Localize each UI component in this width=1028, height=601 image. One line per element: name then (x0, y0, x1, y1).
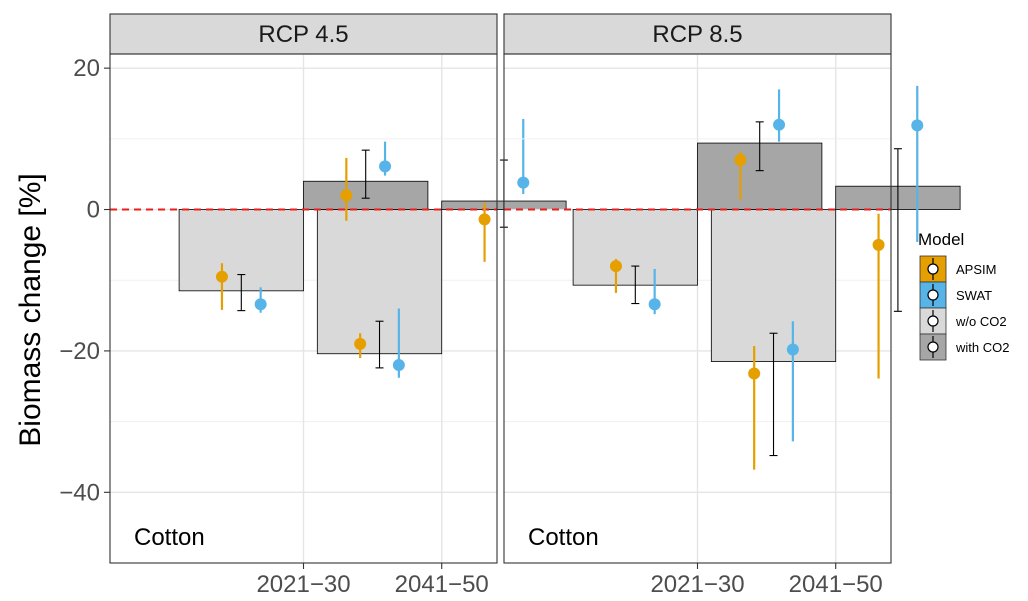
y-tick-label: −40 (59, 479, 100, 506)
strip-background-rcp85 (503, 13, 892, 55)
legend-label: SWAT (956, 288, 992, 303)
point-apsim (478, 213, 491, 226)
x-tick-label: 2041−50 (789, 571, 883, 598)
point-swat (648, 298, 661, 311)
legend-title: Model (918, 230, 964, 249)
point-swat (392, 359, 405, 372)
plot-area-rcp45 (110, 54, 567, 564)
point-swat (773, 118, 786, 131)
crop-label-rcp45: Cotton (134, 524, 205, 551)
legend: Model APSIM SWAT w/o CO2 with CO2 (918, 230, 1009, 361)
point-apsim (609, 260, 622, 273)
legend-key-point (927, 341, 939, 353)
point-apsim (872, 238, 885, 251)
plot-area-rcp85 (504, 54, 961, 564)
point-apsim (340, 189, 353, 202)
y-axis-title: Biomass change [%] (14, 173, 47, 446)
panel-rcp45: RCP 4.5 Cotton (109, 13, 567, 564)
point-swat (911, 119, 924, 132)
strip-background-rcp45 (109, 13, 498, 55)
y-tick-label: 20 (73, 55, 100, 82)
y-tick-label: −20 (59, 338, 100, 365)
legend-label: with CO2 (955, 340, 1009, 355)
legend-label: w/o CO2 (955, 314, 1007, 329)
point-swat (517, 176, 530, 189)
point-swat (254, 298, 267, 311)
point-swat (786, 343, 799, 356)
point-apsim (215, 270, 228, 283)
panel-rcp85: RCP 8.5 Cotton (503, 13, 961, 564)
legend-label: APSIM (956, 262, 996, 277)
legend-key-point (927, 289, 939, 301)
point-swat (379, 160, 392, 173)
y-axis: 20 0 −20 −40 (59, 55, 110, 506)
point-apsim (734, 154, 747, 167)
y-tick-label: 0 (87, 197, 100, 224)
point-apsim (748, 367, 761, 380)
strip-label-rcp85: RCP 8.5 (652, 21, 742, 48)
x-axis: 2021−30 2041−50 2021−30 2041−50 (256, 563, 883, 598)
crop-label-rcp85: Cotton (528, 524, 599, 551)
legend-key-point (927, 315, 939, 327)
x-tick-label: 2021−30 (256, 571, 350, 598)
legend-key-point (927, 263, 939, 275)
x-tick-label: 2041−50 (395, 571, 489, 598)
point-apsim (354, 337, 367, 350)
x-tick-label: 2021−30 (650, 571, 744, 598)
strip-label-rcp45: RCP 4.5 (258, 21, 348, 48)
